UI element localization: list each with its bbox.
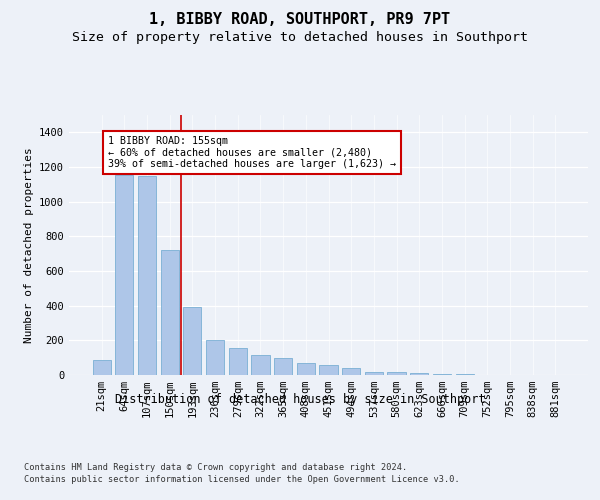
Bar: [161, 250, 179, 375]
Text: 1 BIBBY ROAD: 155sqm
← 60% of detached houses are smaller (2,480)
39% of semi-de: 1 BIBBY ROAD: 155sqm ← 60% of detached h…: [109, 136, 397, 169]
Bar: [229, 348, 247, 375]
Text: Contains HM Land Registry data © Crown copyright and database right 2024.: Contains HM Land Registry data © Crown c…: [24, 462, 407, 471]
Bar: [410, 374, 428, 375]
Bar: [365, 372, 383, 375]
Text: Size of property relative to detached houses in Southport: Size of property relative to detached ho…: [72, 31, 528, 44]
Bar: [206, 340, 224, 375]
Bar: [388, 372, 406, 375]
Bar: [92, 360, 111, 375]
Bar: [274, 358, 292, 375]
Bar: [342, 368, 360, 375]
Y-axis label: Number of detached properties: Number of detached properties: [23, 147, 34, 343]
Bar: [297, 363, 315, 375]
Bar: [251, 355, 269, 375]
Bar: [319, 365, 338, 375]
Bar: [433, 374, 451, 375]
Bar: [115, 175, 133, 375]
Text: Contains public sector information licensed under the Open Government Licence v3: Contains public sector information licen…: [24, 475, 460, 484]
Text: Distribution of detached houses by size in Southport: Distribution of detached houses by size …: [115, 392, 485, 406]
Bar: [455, 374, 473, 375]
Bar: [138, 176, 156, 375]
Bar: [184, 308, 202, 375]
Text: 1, BIBBY ROAD, SOUTHPORT, PR9 7PT: 1, BIBBY ROAD, SOUTHPORT, PR9 7PT: [149, 12, 451, 28]
